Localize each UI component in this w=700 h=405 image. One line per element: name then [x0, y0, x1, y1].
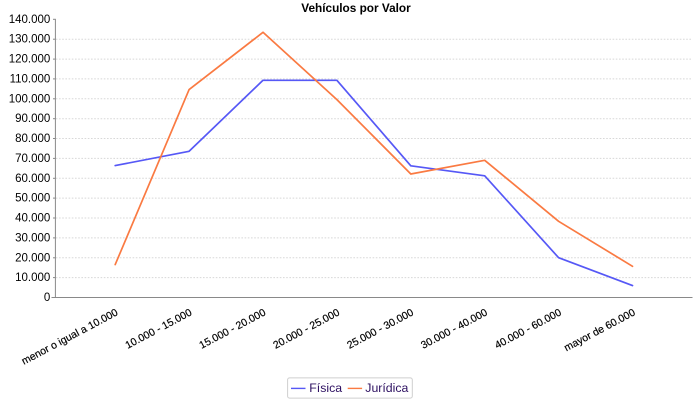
svg-text:80.000: 80.000: [15, 133, 50, 145]
svg-text:50.000: 50.000: [15, 193, 50, 205]
svg-text:60.000: 60.000: [15, 173, 50, 185]
svg-text:30.000: 30.000: [15, 232, 50, 244]
svg-text:140.000: 140.000: [9, 14, 51, 26]
svg-text:70.000: 70.000: [15, 153, 50, 165]
svg-text:20.000: 20.000: [15, 252, 50, 264]
svg-text:10.000: 10.000: [15, 272, 50, 284]
svg-text:40.000: 40.000: [15, 213, 50, 225]
svg-text:130.000: 130.000: [9, 34, 51, 46]
svg-text:0: 0: [44, 292, 50, 304]
svg-text:Jurídica: Jurídica: [365, 381, 408, 395]
svg-text:Física: Física: [309, 381, 342, 395]
svg-text:120.000: 120.000: [9, 54, 51, 66]
svg-text:Vehículos por Valor: Vehículos por Valor: [301, 1, 411, 15]
svg-text:110.000: 110.000: [10, 73, 51, 85]
svg-text:100.000: 100.000: [9, 93, 51, 105]
svg-text:90.000: 90.000: [15, 113, 50, 125]
